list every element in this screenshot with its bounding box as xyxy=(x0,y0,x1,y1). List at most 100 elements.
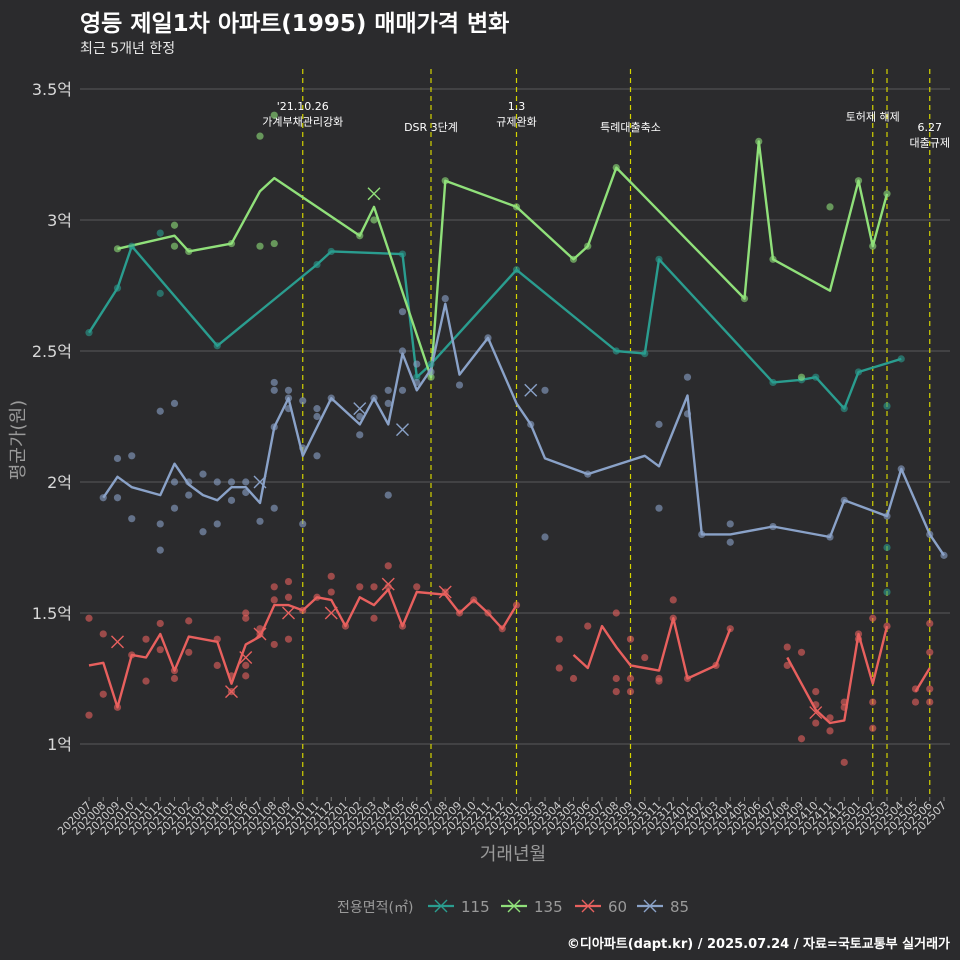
data-point-60 xyxy=(242,614,250,622)
series-line-115 xyxy=(87,245,902,410)
data-point-85 xyxy=(541,533,549,541)
data-point-85 xyxy=(242,478,250,486)
series-line-60 xyxy=(572,617,732,680)
data-point-60 xyxy=(327,588,335,596)
data-point-85 xyxy=(398,386,407,394)
data-point-60 xyxy=(840,703,848,711)
data-point-60 xyxy=(840,758,848,766)
data-point-85 xyxy=(156,520,164,528)
series-crosses xyxy=(111,187,823,720)
data-point-85 xyxy=(655,420,663,428)
legend-swatch-cross xyxy=(581,899,595,913)
data-point-60 xyxy=(213,661,221,670)
data-point-85 xyxy=(584,470,592,478)
data-point-60 xyxy=(726,625,734,633)
data-point-60 xyxy=(854,635,863,643)
data-point-115 xyxy=(883,543,891,552)
data-point-60 xyxy=(256,625,264,633)
data-point-85 xyxy=(897,465,905,473)
legend-swatch-cross xyxy=(643,899,657,913)
data-point-85 xyxy=(242,488,250,497)
data-point-60 xyxy=(156,646,164,654)
data-point-135 xyxy=(755,137,763,145)
data-point-85 xyxy=(356,412,364,421)
data-point-60 xyxy=(869,698,877,706)
data-point-115 xyxy=(156,289,164,297)
data-point-60 xyxy=(299,606,307,614)
data-point-85 xyxy=(698,530,706,539)
data-point-60 xyxy=(270,596,278,604)
data-point-115 xyxy=(897,355,905,363)
data-point-85 xyxy=(883,512,891,520)
x-axis-label: 거래년월 xyxy=(480,844,546,865)
data-point-85 xyxy=(270,423,278,431)
annotation-label: 1.3 xyxy=(508,100,526,113)
data-point-60 xyxy=(869,614,877,622)
data-point-85 xyxy=(113,454,122,463)
data-point-85 xyxy=(284,405,293,413)
data-point-115 xyxy=(812,373,820,381)
data-point-60 xyxy=(284,593,293,601)
annotation-label: DSR 3단계 xyxy=(404,121,458,134)
data-point-85 xyxy=(655,504,663,512)
legend-label: 115 xyxy=(461,898,490,916)
data-point-60 xyxy=(341,622,350,630)
y-tick-labels: 1억 1.5억 2억 2.5억 3억 3.5억 xyxy=(32,80,72,754)
data-point-85 xyxy=(185,478,193,486)
data-point-60 xyxy=(284,577,293,586)
data-point-85 xyxy=(199,528,207,536)
data-point-135 xyxy=(256,242,264,250)
series-line-85 xyxy=(102,302,945,557)
data-point-85 xyxy=(199,470,207,478)
data-point-60 xyxy=(812,701,820,709)
data-point-60 xyxy=(797,735,806,743)
data-point-85 xyxy=(384,491,392,499)
data-point-60 xyxy=(370,583,378,591)
data-point-85 xyxy=(213,520,221,528)
data-point-115 xyxy=(512,266,521,274)
data-point-115 xyxy=(612,347,620,355)
data-point-60 xyxy=(926,648,934,656)
data-point-135 xyxy=(370,216,378,224)
data-point-60 xyxy=(484,609,492,617)
data-point-115 xyxy=(156,229,164,237)
data-point-60 xyxy=(498,625,506,633)
data-point-135 xyxy=(270,111,278,119)
data-point-60 xyxy=(555,664,563,672)
data-point-115 xyxy=(327,247,335,256)
data-point-60 xyxy=(783,643,791,651)
data-point-85 xyxy=(683,373,692,381)
data-point-85 xyxy=(227,496,236,504)
data-point-60 xyxy=(156,619,164,628)
annotation-label: '21.10.26 xyxy=(277,100,329,113)
data-point-135 xyxy=(854,177,863,185)
data-point-60 xyxy=(170,667,179,675)
data-point-85 xyxy=(170,478,179,486)
data-point-60 xyxy=(370,614,378,622)
data-point-60 xyxy=(612,674,620,683)
policy-annotations: '21.10.26 가계부채관리강화 DSR 3단계 1.3 규제완화 특례대출축소 토허제… xyxy=(262,100,950,150)
data-point-115 xyxy=(641,350,649,358)
data-point-135 xyxy=(113,245,122,253)
data-point-85 xyxy=(113,494,122,502)
data-point-115 xyxy=(854,368,863,376)
data-point-60 xyxy=(142,677,150,685)
data-point-85 xyxy=(185,491,193,499)
data-point-135 xyxy=(612,164,620,172)
cross-marker-60 xyxy=(239,651,253,665)
data-point-85 xyxy=(284,394,293,402)
data-point-135 xyxy=(441,177,449,185)
data-point-60 xyxy=(840,698,848,706)
data-point-135 xyxy=(883,190,891,198)
data-point-60 xyxy=(356,583,364,591)
data-point-60 xyxy=(812,688,820,696)
data-point-60 xyxy=(669,614,677,622)
data-point-85 xyxy=(541,386,549,394)
data-point-85 xyxy=(683,410,692,418)
data-point-85 xyxy=(156,546,164,554)
data-point-85 xyxy=(940,551,948,559)
data-point-85 xyxy=(370,394,378,402)
data-point-85 xyxy=(270,386,278,394)
annotation-label: 가계부채관리강화 xyxy=(262,116,343,129)
data-point-85 xyxy=(384,386,392,394)
